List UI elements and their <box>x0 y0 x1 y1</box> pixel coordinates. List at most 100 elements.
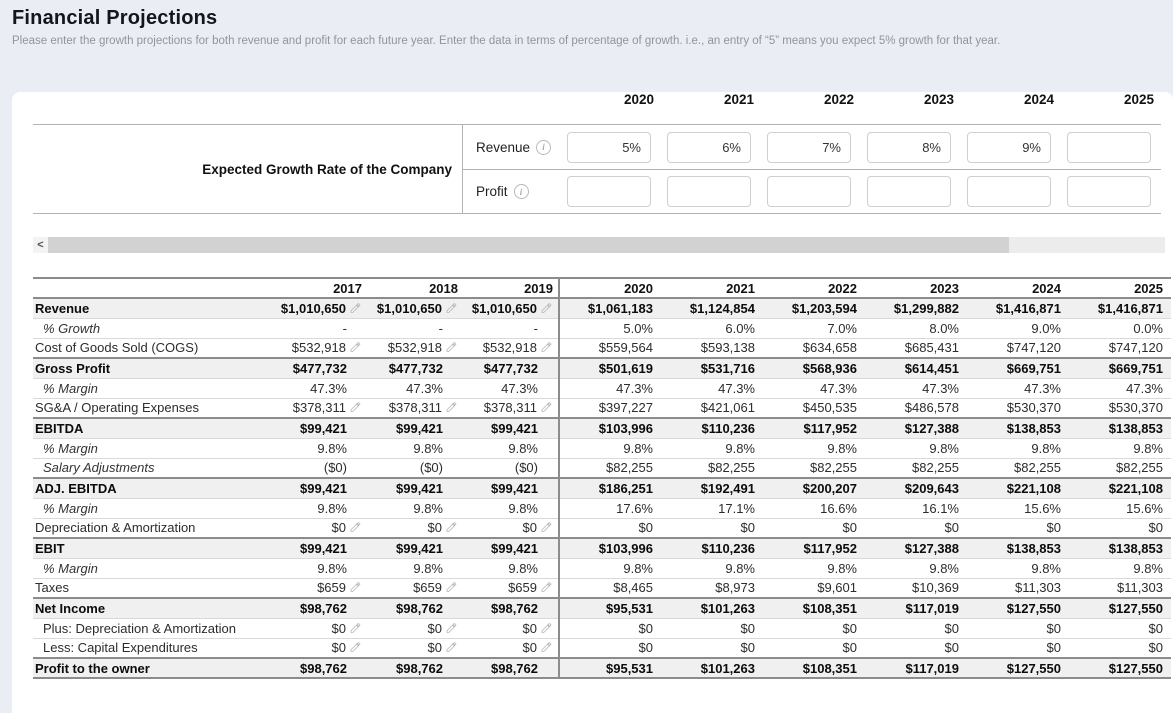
value-cell[interactable]: $0 <box>463 617 560 638</box>
value-cell[interactable]: $378,311 <box>463 397 560 418</box>
growth-input-profit-2022[interactable] <box>767 176 851 207</box>
value-cell: $0 <box>865 517 967 538</box>
horizontal-scrollbar[interactable]: < <box>33 237 1165 253</box>
edit-pencil-icon[interactable] <box>445 302 458 314</box>
value-cell: $99,421 <box>271 477 367 498</box>
cell-value: $0 <box>427 640 442 656</box>
value-cell[interactable]: $1,010,650 <box>271 297 367 318</box>
value-cell[interactable]: $378,311 <box>367 397 463 418</box>
value-cell: 9.8% <box>463 497 560 518</box>
growth-input-profit-2023[interactable] <box>867 176 951 207</box>
value-cell: $101,263 <box>661 657 763 679</box>
value-cell[interactable]: $532,918 <box>463 337 560 358</box>
growth-input-revenue-2022[interactable] <box>767 131 851 163</box>
value-cell[interactable]: $0 <box>367 617 463 638</box>
value-cell[interactable]: $0 <box>463 637 560 658</box>
table-header-row: 2017 2018 2019 2020 2021 2022 2023 2024 2025 <box>33 277 1171 298</box>
growth-input-profit-2020[interactable] <box>567 176 651 207</box>
scroll-left-button[interactable]: < <box>33 237 48 253</box>
row-label: % Margin <box>33 497 271 518</box>
value-cell[interactable]: $1,010,650 <box>367 297 463 318</box>
value-cell[interactable]: $659 <box>463 577 560 598</box>
edit-pencil-icon[interactable] <box>445 521 458 533</box>
value-cell[interactable]: $659 <box>271 577 367 598</box>
edit-pencil-icon[interactable] <box>540 401 553 413</box>
growth-input-revenue-2023[interactable] <box>867 131 951 163</box>
value-cell[interactable]: $0 <box>367 637 463 658</box>
value-cell: $99,421 <box>367 477 463 498</box>
growth-rate-box: Expected Growth Rate of the Company Reve… <box>33 124 1161 214</box>
growth-input-revenue-2020[interactable] <box>567 131 651 163</box>
value-cell: $1,299,882 <box>865 297 967 318</box>
edit-pencil-icon[interactable] <box>445 401 458 413</box>
value-cell: $117,019 <box>865 657 967 679</box>
edit-pencil-icon[interactable] <box>349 581 362 593</box>
value-cell: 9.8% <box>559 437 661 458</box>
edit-pencil-icon[interactable] <box>540 521 553 533</box>
edit-pencil-icon[interactable] <box>445 622 458 634</box>
edit-pencil-icon[interactable] <box>445 581 458 593</box>
value-cell[interactable]: $0 <box>463 517 560 538</box>
edit-pencil-icon[interactable] <box>349 622 362 634</box>
year-header: 2020 <box>559 277 661 298</box>
value-cell: $127,550 <box>1069 597 1171 618</box>
edit-pencil-icon[interactable] <box>540 581 553 593</box>
growth-input-profit-2025[interactable] <box>1067 176 1151 207</box>
value-cell[interactable]: $0 <box>271 637 367 658</box>
value-cell[interactable]: $0 <box>271 517 367 538</box>
year-header: 2019 <box>463 277 560 298</box>
growth-rate-rows: RevenueiProfiti <box>463 125 1161 213</box>
edit-pencil-icon[interactable] <box>349 641 362 653</box>
table-row: Taxes $659 $659 $659 $8,465 $8,973 $9,601 $10,3… <box>33 577 1171 598</box>
cell-value: $99,421 <box>396 540 443 556</box>
table-row: ADJ. EBITDA $99,421 $99,421 $99,421 $186,251… <box>33 477 1171 498</box>
growth-input-profit-2021[interactable] <box>667 176 751 207</box>
edit-pencil-icon[interactable] <box>540 622 553 634</box>
value-cell: $98,762 <box>463 597 560 618</box>
scrollbar-thumb[interactable] <box>48 237 1009 253</box>
info-icon[interactable]: i <box>536 139 552 155</box>
value-cell: $11,303 <box>1069 577 1171 598</box>
growth-input-revenue-2025[interactable] <box>1067 131 1151 163</box>
growth-input-revenue-2024[interactable] <box>967 131 1051 163</box>
edit-pencil-icon[interactable] <box>445 341 458 353</box>
edit-pencil-icon[interactable] <box>540 302 553 314</box>
growth-input-cell <box>761 131 861 163</box>
cell-value: - <box>342 320 347 336</box>
value-cell: $98,762 <box>271 657 367 679</box>
value-cell: $95,531 <box>559 657 661 679</box>
scrollbar-track[interactable] <box>48 237 1165 253</box>
table-row: % Growth - - - 5.0% 6.0% 7.0% 8.0% 9.0% 0.0% <box>33 317 1171 338</box>
cell-value: $99,421 <box>300 540 347 556</box>
growth-input-profit-2024[interactable] <box>967 176 1051 207</box>
value-cell: 6.0% <box>661 317 763 338</box>
edit-pencil-icon[interactable] <box>540 341 553 353</box>
value-cell: $138,853 <box>1069 417 1171 438</box>
value-cell[interactable]: $659 <box>367 577 463 598</box>
cell-value: $1,010,650 <box>280 300 346 316</box>
value-cell[interactable]: $378,311 <box>271 397 367 418</box>
cell-value: 9.8% <box>413 440 443 456</box>
growth-year-label: 2024 <box>1023 92 1054 107</box>
value-cell: $0 <box>967 637 1069 658</box>
value-cell: $559,564 <box>559 337 661 358</box>
edit-pencil-icon[interactable] <box>349 401 362 413</box>
cell-value: 9.8% <box>317 500 347 516</box>
value-cell[interactable]: $532,918 <box>271 337 367 358</box>
value-cell[interactable]: $1,010,650 <box>463 297 560 318</box>
value-cell[interactable]: $0 <box>367 517 463 538</box>
growth-year-label: 2023 <box>923 92 954 107</box>
edit-pencil-icon[interactable] <box>349 302 362 314</box>
edit-pencil-icon[interactable] <box>349 341 362 353</box>
row-label: Cost of Goods Sold (COGS) <box>33 337 271 358</box>
growth-input-revenue-2021[interactable] <box>667 131 751 163</box>
edit-pencil-icon[interactable] <box>540 641 553 653</box>
value-cell[interactable]: $532,918 <box>367 337 463 358</box>
info-icon[interactable]: i <box>513 184 529 199</box>
cell-value: $378,311 <box>388 400 442 416</box>
edit-pencil-icon[interactable] <box>445 641 458 653</box>
value-cell: $103,996 <box>559 537 661 558</box>
value-cell: 8.0% <box>865 317 967 338</box>
value-cell[interactable]: $0 <box>271 617 367 638</box>
edit-pencil-icon[interactable] <box>349 521 362 533</box>
